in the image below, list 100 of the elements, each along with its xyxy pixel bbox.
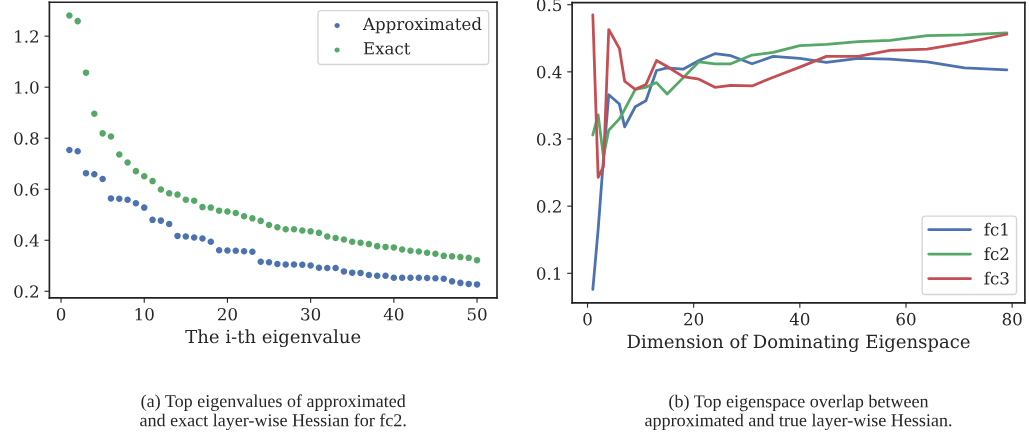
point <box>465 280 472 288</box>
x-tick-label: 40 <box>789 312 810 326</box>
point <box>432 250 439 258</box>
x-tick-label: 30 <box>301 307 321 321</box>
point <box>274 224 281 231</box>
point <box>373 272 381 279</box>
point <box>432 275 439 282</box>
legend-label: fc2 <box>984 247 1009 261</box>
y-tick-label: 1.2 <box>15 30 39 43</box>
point <box>116 195 123 202</box>
point <box>265 258 273 266</box>
legend-label: Approximated <box>362 17 482 34</box>
point <box>448 278 456 285</box>
point <box>448 253 456 260</box>
point <box>315 229 323 237</box>
point <box>398 246 406 253</box>
x-axis-title: The i-th eigenvalue <box>185 329 361 348</box>
point <box>74 147 81 155</box>
point <box>265 221 273 229</box>
point <box>332 264 339 272</box>
point <box>290 226 298 233</box>
point <box>274 260 281 268</box>
point <box>157 217 165 224</box>
point <box>415 274 423 282</box>
x-tick-label: 20 <box>217 307 237 321</box>
point <box>440 252 448 260</box>
point <box>357 269 364 277</box>
point <box>257 258 264 265</box>
point <box>140 204 148 211</box>
point <box>190 234 198 241</box>
legend-label: Exact <box>363 42 411 55</box>
y-tick-label: 0.6 <box>14 183 39 196</box>
point <box>149 216 156 224</box>
point <box>373 242 381 250</box>
point <box>190 197 198 204</box>
x-tick-label: 60 <box>896 312 916 326</box>
point <box>124 196 131 203</box>
point <box>382 243 389 251</box>
point <box>407 274 414 282</box>
point <box>99 130 106 137</box>
point <box>132 167 140 175</box>
point <box>91 110 98 117</box>
point <box>340 268 348 275</box>
point <box>240 213 248 220</box>
point <box>440 275 448 283</box>
point <box>324 233 331 240</box>
y-tick-label: 0.4 <box>14 234 39 247</box>
point <box>324 264 331 272</box>
point <box>91 170 98 178</box>
y-tick-label: 0.2 <box>537 200 561 213</box>
y-tick-label: 0.8 <box>14 132 39 145</box>
point <box>340 236 348 243</box>
point <box>240 247 248 255</box>
point <box>290 261 298 268</box>
x-tick-label: 80 <box>1002 312 1022 326</box>
point <box>199 203 206 211</box>
point <box>66 146 73 154</box>
point <box>82 69 90 76</box>
point <box>224 208 231 215</box>
point <box>473 256 481 264</box>
point <box>215 207 223 214</box>
point <box>423 274 431 282</box>
point <box>232 247 240 254</box>
point <box>457 253 464 261</box>
point <box>465 254 472 262</box>
point <box>257 217 264 225</box>
point <box>107 133 115 140</box>
point <box>390 244 398 251</box>
y-tick-label: 0.2 <box>14 285 39 298</box>
point <box>149 177 156 185</box>
legend-label: fc1 <box>984 222 1008 236</box>
point <box>199 235 206 242</box>
x-tick-label: 10 <box>135 307 154 321</box>
point <box>207 204 215 211</box>
line-series <box>591 13 1009 179</box>
point <box>382 272 389 279</box>
point <box>215 246 223 254</box>
point <box>107 195 115 202</box>
point <box>99 175 106 183</box>
point <box>165 190 173 197</box>
point <box>457 279 464 287</box>
y-tick-label: 0.1 <box>537 267 561 280</box>
point <box>232 209 240 217</box>
point <box>132 200 140 207</box>
text: (b) Top eigenspace overlap between approximated and true layer-wise Hessian. <box>645 394 952 431</box>
point <box>116 151 123 158</box>
point <box>282 261 289 268</box>
point <box>165 220 173 228</box>
point <box>307 262 314 269</box>
point <box>423 249 431 257</box>
point <box>315 264 323 272</box>
x-tick-label: 0 <box>56 307 66 321</box>
point <box>365 271 373 279</box>
y-tick-label: 1.0 <box>15 81 39 94</box>
point <box>174 191 181 198</box>
point <box>282 226 289 233</box>
point <box>415 248 423 255</box>
y-tick-label: 0.3 <box>537 132 562 146</box>
point <box>407 247 414 254</box>
x-tick-label: 50 <box>467 307 487 321</box>
